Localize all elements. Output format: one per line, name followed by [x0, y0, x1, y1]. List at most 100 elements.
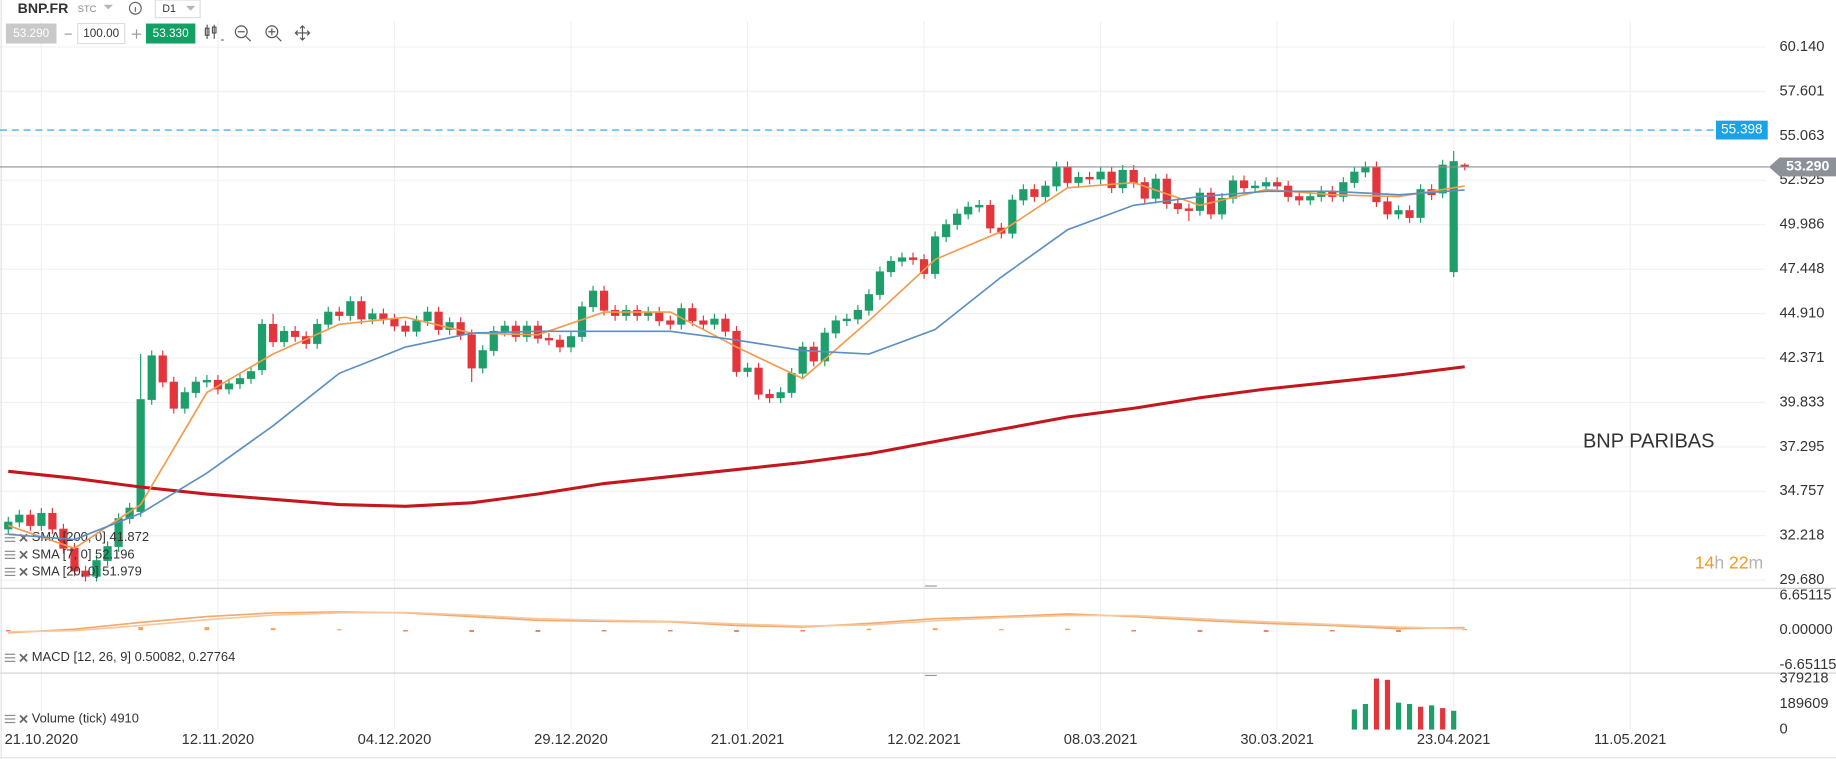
macd-histogram-bar	[138, 627, 144, 631]
zoom-in-icon[interactable]	[265, 25, 282, 42]
candle-body	[1107, 171, 1116, 189]
x-tick-label: 08.03.2021	[1064, 732, 1138, 748]
y-tick-label: 379218	[1780, 670, 1829, 686]
candle-body	[1140, 182, 1149, 199]
pan-icon[interactable]	[294, 25, 311, 41]
candle-body	[721, 318, 730, 332]
macd-histogram-bar	[1131, 630, 1137, 632]
candle-body	[489, 330, 498, 351]
symbol[interactable]: BNP.FR	[18, 0, 69, 16]
legend-label: SMA [7, 0] 52.196	[32, 546, 135, 561]
candle-body	[158, 355, 167, 383]
candle-body	[37, 512, 46, 526]
chart-type-icon[interactable]	[204, 24, 224, 41]
y-tick-label: 6.65115	[1780, 587, 1832, 603]
candle-body	[1416, 189, 1425, 218]
buy-button[interactable]	[145, 23, 196, 44]
candle-body	[423, 311, 432, 322]
candle-body	[92, 560, 101, 577]
candle-body	[26, 514, 35, 526]
macd-histogram-bar	[403, 630, 408, 632]
macd-histogram-bar	[5, 630, 11, 632]
timeframe[interactable]: D1	[162, 3, 176, 15]
indicator-label: MACD [12, 26, 9] 0.50082, 0.27764	[32, 649, 236, 664]
candle-body	[655, 311, 664, 322]
dropdown-arrow[interactable]	[185, 5, 196, 11]
candle-body	[235, 378, 245, 385]
y-tick-label: 47.448	[1780, 261, 1825, 277]
candle-body	[611, 309, 620, 316]
candle-body	[191, 381, 200, 393]
y-tick-label: 34.757	[1780, 483, 1825, 499]
x-tick-label: 04.12.2020	[358, 732, 432, 748]
macd-line	[8, 611, 1465, 633]
legend-controls[interactable]	[4, 550, 28, 559]
candle-body	[324, 311, 333, 325]
candle-body	[48, 512, 57, 530]
candle-body	[798, 346, 807, 374]
candle-body	[467, 334, 476, 369]
y-tick-label: 49.986	[1780, 217, 1825, 233]
candle-body	[842, 318, 851, 322]
dropdown-arrow[interactable]	[103, 4, 113, 10]
candle-body	[368, 313, 377, 320]
candle-body	[224, 383, 234, 390]
macd-histogram-bar	[1329, 630, 1335, 632]
candle-body	[1041, 185, 1050, 197]
legend-controls[interactable]	[4, 653, 28, 662]
macd-histogram-bar	[535, 630, 541, 632]
y-tick-label: 39.833	[1780, 394, 1825, 410]
candle-body	[1085, 176, 1094, 180]
macd-histogram-bar	[270, 628, 276, 631]
candle-body	[1129, 169, 1138, 183]
candle-body	[1074, 176, 1083, 183]
ask-price[interactable]: 53.330	[153, 27, 189, 40]
candle-body	[787, 372, 796, 393]
quantity[interactable]: 100.00	[83, 27, 119, 40]
candle-body	[930, 236, 940, 274]
candle-body	[257, 323, 267, 371]
info-icon[interactable]	[128, 1, 142, 15]
candle-body	[1405, 210, 1414, 218]
candle-body	[15, 514, 24, 523]
candle-body	[986, 204, 995, 229]
zoom-out-icon[interactable]	[234, 25, 252, 42]
candle-body	[975, 204, 984, 208]
candle-body	[147, 355, 156, 400]
candle-body	[1295, 196, 1304, 201]
legend-controls[interactable]	[4, 714, 28, 724]
quantity-box[interactable]	[77, 22, 126, 45]
x-tick-label: 12.02.2021	[887, 732, 961, 748]
candle-body	[599, 290, 609, 311]
bid-price[interactable]: 53.290	[13, 27, 49, 40]
candle-body	[953, 213, 962, 225]
candle-body	[335, 311, 344, 316]
candle-body	[500, 325, 509, 332]
sell-button[interactable]	[5, 23, 57, 44]
candle-body	[1306, 196, 1315, 201]
market: STC	[78, 3, 97, 14]
candle-body	[622, 309, 631, 316]
candle-body	[1228, 180, 1238, 199]
candle-body	[169, 381, 178, 409]
y-tick-label: -6.65115	[1780, 657, 1836, 673]
y-tick-label: 0	[1780, 721, 1788, 737]
candle-body	[1052, 166, 1061, 187]
candle-body	[864, 294, 874, 311]
volume-bar	[1406, 704, 1413, 730]
candle-body	[1261, 182, 1271, 187]
x-tick-label: 23.04.2021	[1417, 732, 1491, 748]
volume-bar	[1395, 702, 1402, 730]
indicator-line	[8, 365, 1465, 508]
volume-bar	[1440, 708, 1446, 730]
candle-body	[743, 367, 752, 372]
legend-controls[interactable]	[4, 567, 28, 577]
volume-bar	[1451, 710, 1457, 730]
timeframe-box[interactable]	[154, 0, 201, 19]
candle-body	[666, 320, 675, 325]
candle-body	[456, 322, 465, 336]
candle-body	[699, 320, 708, 325]
countdown-part: m	[1749, 552, 1764, 572]
